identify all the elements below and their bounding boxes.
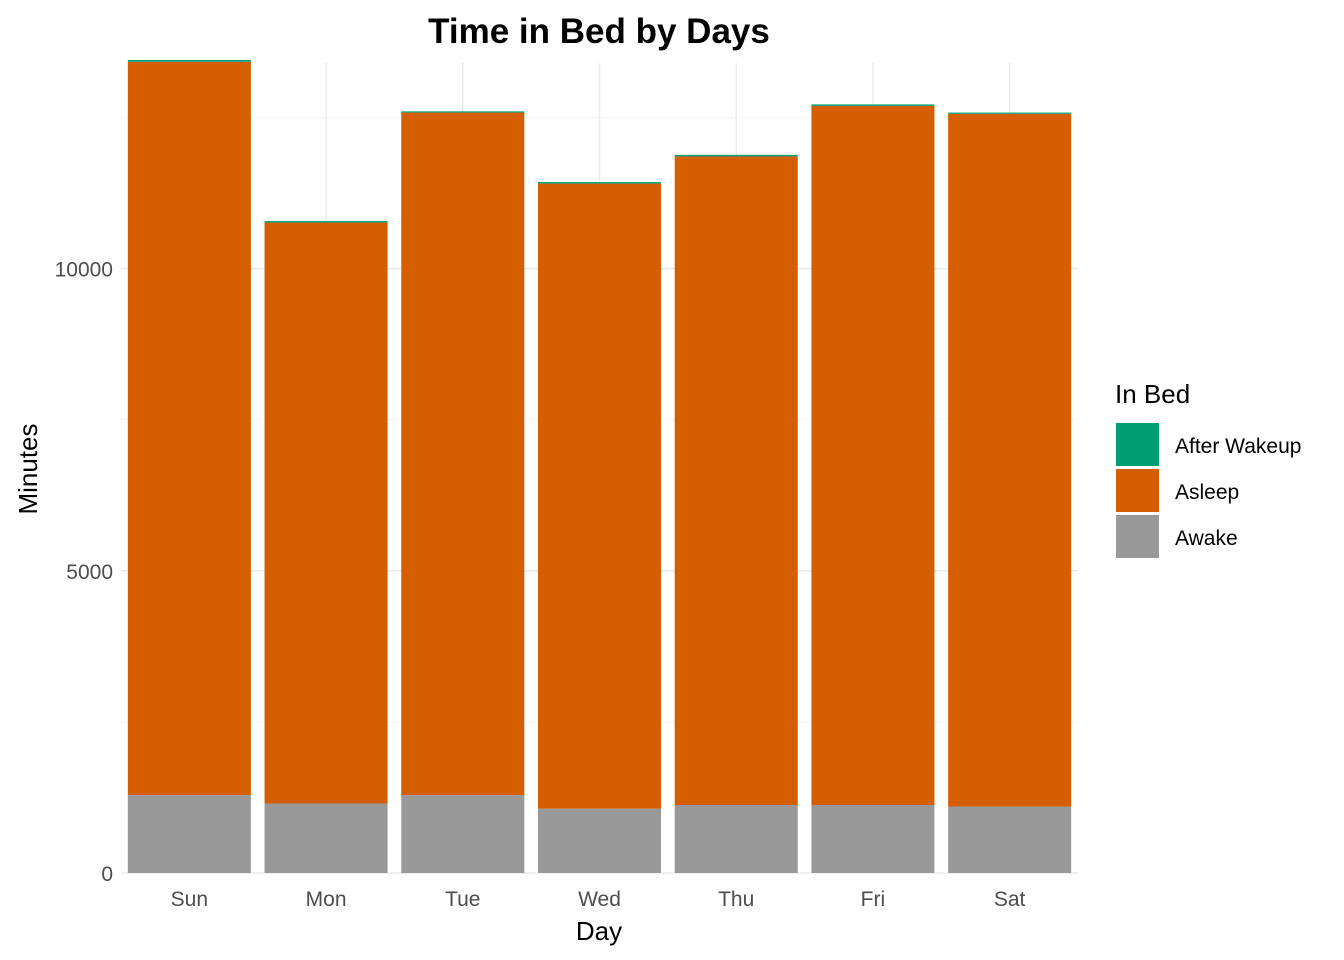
- legend-swatch: [1116, 423, 1159, 466]
- bar-asleep-mon: [264, 222, 388, 804]
- y-axis-ticks: 0 5000 10000: [55, 259, 113, 886]
- x-tick-label: Sat: [994, 888, 1026, 911]
- legend-swatch: [1116, 515, 1159, 558]
- bar-after-wakeup-sun: [127, 59, 251, 62]
- legend: In Bed After Wakeup Asleep Awake: [1115, 379, 1301, 558]
- y-axis-title: Minutes: [13, 423, 43, 514]
- bar-after-wakeup-thu: [674, 154, 798, 157]
- x-axis-ticks: Sun Mon Tue Wed Thu Fri Sat: [171, 888, 1026, 911]
- y-tick-label: 5000: [66, 561, 113, 584]
- bar-after-wakeup-sat: [948, 112, 1072, 114]
- bar-awake-sat: [948, 806, 1072, 873]
- legend-label: After Wakeup: [1175, 435, 1301, 458]
- bar-awake-thu: [674, 804, 798, 873]
- x-tick-label: Mon: [306, 888, 347, 911]
- bars: [127, 59, 1072, 873]
- x-tick-label: Tue: [445, 888, 480, 911]
- bar-awake-wed: [537, 808, 662, 873]
- legend-label: Awake: [1175, 527, 1238, 550]
- bar-after-wakeup-tue: [401, 111, 525, 113]
- bar-awake-fri: [811, 804, 935, 873]
- y-tick-label: 0: [101, 863, 113, 886]
- bar-asleep-wed: [537, 183, 662, 809]
- legend-swatch: [1116, 469, 1159, 512]
- bar-after-wakeup-fri: [811, 104, 935, 106]
- x-tick-label: Thu: [718, 888, 754, 911]
- chart-title: Time in Bed by Days: [428, 12, 770, 51]
- x-axis-title: Day: [576, 916, 622, 946]
- bar-awake-tue: [401, 795, 525, 873]
- y-tick-label: 10000: [55, 259, 113, 282]
- x-tick-label: Sun: [171, 888, 208, 911]
- bar-awake-mon: [264, 803, 388, 873]
- bar-asleep-sat: [948, 113, 1072, 807]
- bar-asleep-thu: [674, 156, 798, 805]
- legend-label: Asleep: [1175, 481, 1239, 504]
- legend-title: In Bed: [1115, 379, 1190, 409]
- bar-after-wakeup-mon: [264, 221, 388, 223]
- x-tick-label: Fri: [861, 888, 886, 911]
- bar-asleep-sun: [127, 61, 251, 796]
- bar-awake-sun: [127, 795, 251, 873]
- bar-asleep-fri: [811, 105, 935, 805]
- bar-after-wakeup-wed: [537, 182, 662, 184]
- bar-asleep-tue: [401, 112, 525, 796]
- x-tick-label: Wed: [578, 888, 621, 911]
